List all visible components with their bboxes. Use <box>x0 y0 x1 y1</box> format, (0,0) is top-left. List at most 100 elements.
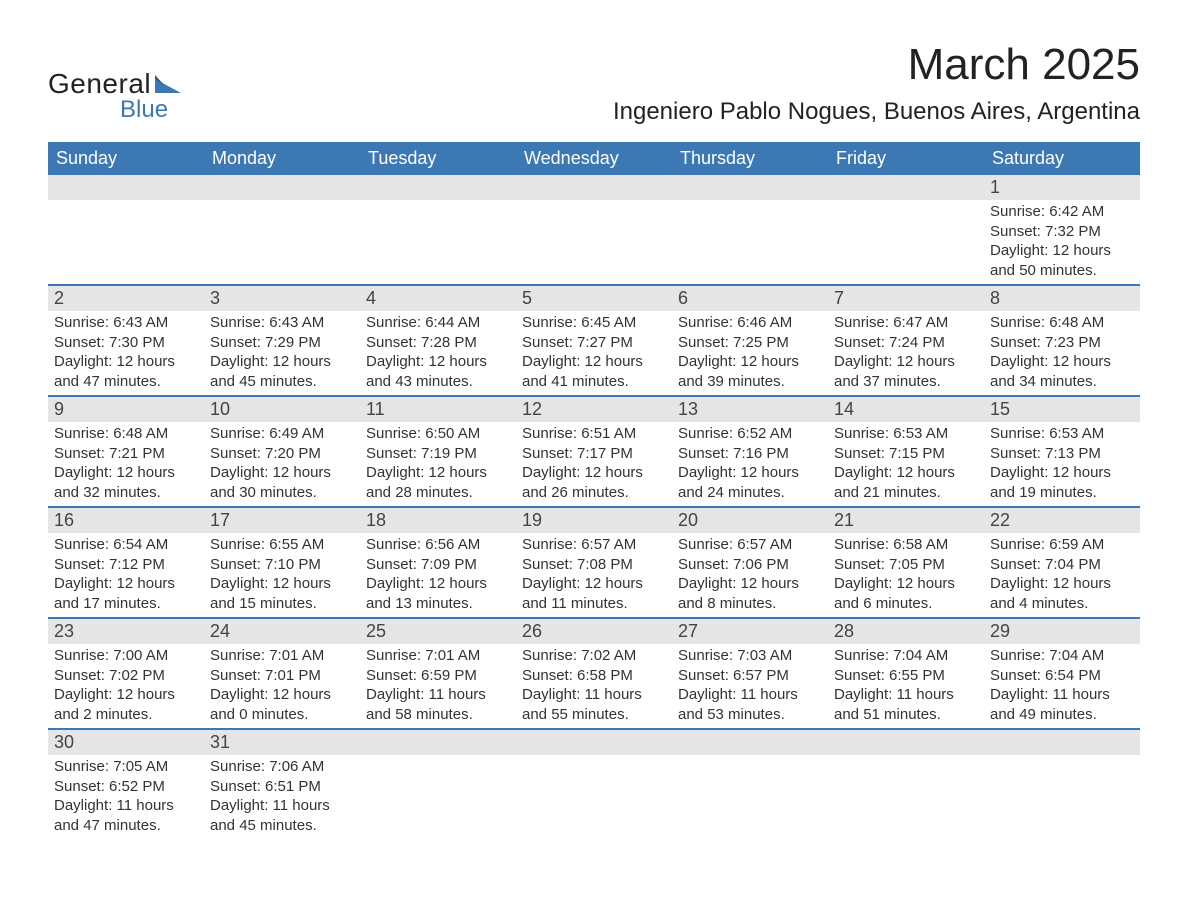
day-number-cell: 21 <box>828 507 984 533</box>
flag-icon <box>155 75 181 93</box>
sunset-text: Sunset: 7:16 PM <box>678 444 822 464</box>
day-number-cell: 2 <box>48 285 204 311</box>
daylight1-text: Daylight: 12 hours <box>54 352 198 372</box>
day-number-cell: 27 <box>672 618 828 644</box>
location-subtitle: Ingeniero Pablo Nogues, Buenos Aires, Ar… <box>613 98 1140 126</box>
day-number-cell: 25 <box>360 618 516 644</box>
day-number: 20 <box>678 510 698 530</box>
day-detail-cell: Sunrise: 7:01 AMSunset: 6:59 PMDaylight:… <box>360 644 516 729</box>
sunrise-text: Sunrise: 6:56 AM <box>366 535 510 555</box>
daylight1-text: Daylight: 12 hours <box>990 352 1134 372</box>
daylight1-text: Daylight: 12 hours <box>366 352 510 372</box>
sunset-text: Sunset: 6:58 PM <box>522 666 666 686</box>
day-detail-cell <box>48 200 204 285</box>
daylight1-text: Daylight: 12 hours <box>210 574 354 594</box>
day-number-cell <box>672 729 828 755</box>
sunrise-text: Sunrise: 7:02 AM <box>522 646 666 666</box>
daylight1-text: Daylight: 12 hours <box>990 241 1134 261</box>
day-detail-cell: Sunrise: 6:54 AMSunset: 7:12 PMDaylight:… <box>48 533 204 618</box>
daylight2-text: and 4 minutes. <box>990 594 1134 614</box>
daylight1-text: Daylight: 12 hours <box>366 463 510 483</box>
daylight2-text: and 13 minutes. <box>366 594 510 614</box>
day-detail-cell: Sunrise: 6:57 AMSunset: 7:06 PMDaylight:… <box>672 533 828 618</box>
day-number-cell <box>984 729 1140 755</box>
day-number: 21 <box>834 510 854 530</box>
daylight2-text: and 30 minutes. <box>210 483 354 503</box>
day-detail-cell <box>672 755 828 839</box>
day-detail-cell: Sunrise: 6:45 AMSunset: 7:27 PMDaylight:… <box>516 311 672 396</box>
daylight1-text: Daylight: 12 hours <box>678 574 822 594</box>
daylight1-text: Daylight: 12 hours <box>834 574 978 594</box>
sunset-text: Sunset: 7:06 PM <box>678 555 822 575</box>
daylight1-text: Daylight: 12 hours <box>522 352 666 372</box>
daynum-row: 9101112131415 <box>48 396 1140 422</box>
daylight2-text: and 15 minutes. <box>210 594 354 614</box>
day-number: 10 <box>210 399 230 419</box>
day-number-cell: 8 <box>984 285 1140 311</box>
sunrise-text: Sunrise: 6:42 AM <box>990 202 1134 222</box>
day-detail-cell: Sunrise: 6:56 AMSunset: 7:09 PMDaylight:… <box>360 533 516 618</box>
day-number-cell <box>516 729 672 755</box>
brand-name-2: Blue <box>120 96 168 124</box>
day-number-cell <box>360 729 516 755</box>
daylight2-text: and 0 minutes. <box>210 705 354 725</box>
sunset-text: Sunset: 7:24 PM <box>834 333 978 353</box>
weekday-header: Saturday <box>984 142 1140 175</box>
sunrise-text: Sunrise: 6:45 AM <box>522 313 666 333</box>
day-detail-cell: Sunrise: 6:48 AMSunset: 7:21 PMDaylight:… <box>48 422 204 507</box>
day-detail-cell: Sunrise: 6:51 AMSunset: 7:17 PMDaylight:… <box>516 422 672 507</box>
weekday-header: Friday <box>828 142 984 175</box>
sunrise-text: Sunrise: 6:52 AM <box>678 424 822 444</box>
day-number-cell: 1 <box>984 175 1140 200</box>
day-number-cell: 9 <box>48 396 204 422</box>
daylight2-text: and 28 minutes. <box>366 483 510 503</box>
sunset-text: Sunset: 7:17 PM <box>522 444 666 464</box>
sunset-text: Sunset: 7:28 PM <box>366 333 510 353</box>
sunset-text: Sunset: 7:23 PM <box>990 333 1134 353</box>
day-detail-cell: Sunrise: 7:01 AMSunset: 7:01 PMDaylight:… <box>204 644 360 729</box>
day-number: 1 <box>990 177 1000 197</box>
day-number-cell: 24 <box>204 618 360 644</box>
daylight2-text: and 58 minutes. <box>366 705 510 725</box>
sunset-text: Sunset: 7:15 PM <box>834 444 978 464</box>
day-detail-cell: Sunrise: 7:02 AMSunset: 6:58 PMDaylight:… <box>516 644 672 729</box>
day-detail-cell: Sunrise: 6:55 AMSunset: 7:10 PMDaylight:… <box>204 533 360 618</box>
sunset-text: Sunset: 6:55 PM <box>834 666 978 686</box>
calendar-table: Sunday Monday Tuesday Wednesday Thursday… <box>48 142 1140 839</box>
day-number-cell: 30 <box>48 729 204 755</box>
day-number-cell <box>204 175 360 200</box>
day-number: 31 <box>210 732 230 752</box>
day-number: 4 <box>366 288 376 308</box>
sunset-text: Sunset: 7:01 PM <box>210 666 354 686</box>
day-detail-cell: Sunrise: 6:50 AMSunset: 7:19 PMDaylight:… <box>360 422 516 507</box>
day-number-cell: 19 <box>516 507 672 533</box>
day-number: 30 <box>54 732 74 752</box>
day-number: 7 <box>834 288 844 308</box>
sunrise-text: Sunrise: 6:53 AM <box>834 424 978 444</box>
day-detail-cell: Sunrise: 6:58 AMSunset: 7:05 PMDaylight:… <box>828 533 984 618</box>
day-number: 25 <box>366 621 386 641</box>
sunset-text: Sunset: 7:20 PM <box>210 444 354 464</box>
daylight2-text: and 11 minutes. <box>522 594 666 614</box>
daynum-row: 23242526272829 <box>48 618 1140 644</box>
day-detail-cell: Sunrise: 6:59 AMSunset: 7:04 PMDaylight:… <box>984 533 1140 618</box>
day-number: 28 <box>834 621 854 641</box>
sunrise-text: Sunrise: 6:48 AM <box>54 424 198 444</box>
day-detail-cell: Sunrise: 6:48 AMSunset: 7:23 PMDaylight:… <box>984 311 1140 396</box>
sunrise-text: Sunrise: 6:43 AM <box>210 313 354 333</box>
sunset-text: Sunset: 6:54 PM <box>990 666 1134 686</box>
daylight2-text: and 2 minutes. <box>54 705 198 725</box>
sunset-text: Sunset: 7:12 PM <box>54 555 198 575</box>
sunrise-text: Sunrise: 7:00 AM <box>54 646 198 666</box>
daylight1-text: Daylight: 12 hours <box>834 463 978 483</box>
daylight2-text: and 8 minutes. <box>678 594 822 614</box>
day-number-cell: 5 <box>516 285 672 311</box>
weekday-header: Sunday <box>48 142 204 175</box>
day-detail-cell: Sunrise: 7:00 AMSunset: 7:02 PMDaylight:… <box>48 644 204 729</box>
day-detail-cell: Sunrise: 7:05 AMSunset: 6:52 PMDaylight:… <box>48 755 204 839</box>
day-detail-cell <box>516 200 672 285</box>
daylight2-text: and 26 minutes. <box>522 483 666 503</box>
sunset-text: Sunset: 7:04 PM <box>990 555 1134 575</box>
daylight2-text: and 34 minutes. <box>990 372 1134 392</box>
sunset-text: Sunset: 6:51 PM <box>210 777 354 797</box>
